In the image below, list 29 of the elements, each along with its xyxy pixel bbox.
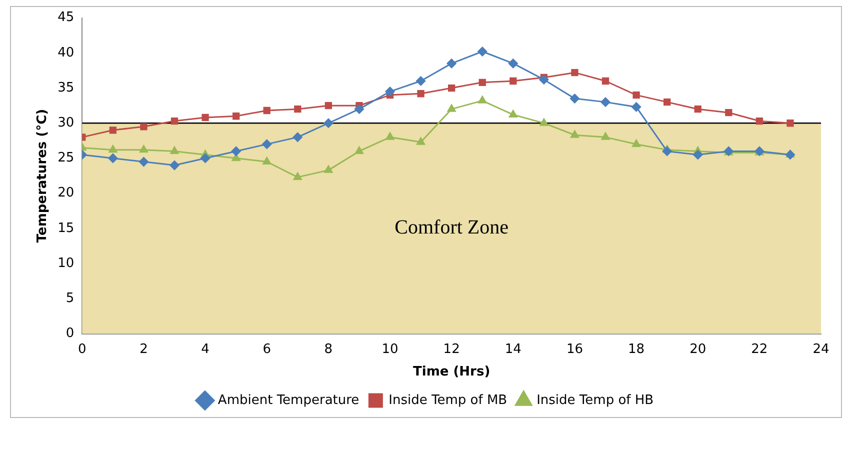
x-tick-label: 22 <box>751 342 768 357</box>
y-tick-label: 30 <box>58 116 74 131</box>
x-tick-label: 24 <box>812 342 830 357</box>
x-tick-label: 8 <box>324 342 333 357</box>
x-tick-label: 4 <box>201 342 210 357</box>
legend-label: Inside Temp of MB <box>388 392 508 408</box>
y-tick-label: 15 <box>58 220 74 236</box>
y-tick-label: 5 <box>66 291 74 306</box>
x-tick-label: 0 <box>78 342 86 357</box>
y-tick-label: 40 <box>58 45 74 60</box>
legend-label: Inside Temp of HB <box>536 392 654 408</box>
x-axis-title: Time (Hrs) <box>413 364 490 380</box>
x-tick-label: 14 <box>504 342 522 357</box>
x-tick-label: 16 <box>566 342 583 357</box>
y-tick-label: 25 <box>58 150 74 166</box>
y-tick-label: 10 <box>58 256 74 271</box>
y-tick-label: 35 <box>58 80 74 96</box>
x-tick-label: 18 <box>628 342 645 357</box>
y-tick-label: 20 <box>58 186 74 201</box>
x-tick-label: 2 <box>140 342 148 357</box>
y-tick-label: 45 <box>58 10 74 26</box>
x-tick-label: 10 <box>382 342 398 357</box>
y-axis-title: Temperatures (°C) <box>35 108 50 243</box>
legend-label: Ambient Temperature <box>218 392 360 408</box>
x-tick-label: 20 <box>690 342 706 357</box>
band-label: Comfort Zone <box>394 216 509 239</box>
y-tick-label: 0 <box>66 326 74 342</box>
x-tick-label: 12 <box>443 342 460 357</box>
x-tick-label: 6 <box>262 342 271 357</box>
